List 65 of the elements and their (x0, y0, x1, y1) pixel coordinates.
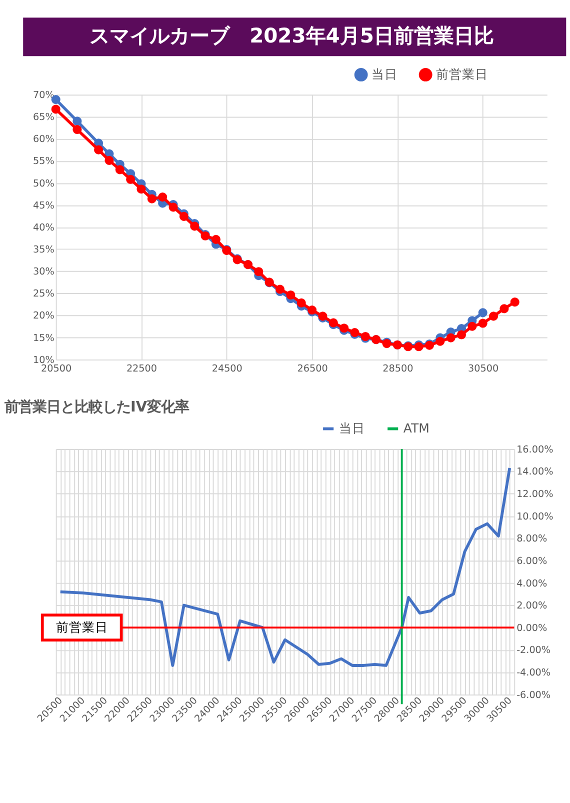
point (478, 318, 488, 328)
point (468, 322, 477, 331)
point (296, 298, 306, 308)
point (94, 145, 104, 154)
y-tick-label: 6.00% (516, 556, 548, 567)
y-tick-label: 0.00% (516, 622, 548, 634)
x-tick-label: 28500 (382, 363, 414, 374)
point (446, 333, 456, 342)
y-tick-label: 30% (33, 266, 54, 278)
point (254, 267, 264, 276)
y-tick-label: 50% (33, 178, 54, 190)
point (286, 290, 296, 300)
legend-label: 当日 (338, 420, 365, 436)
y-tick-label: 20% (33, 310, 54, 322)
legend-label: ATM (403, 420, 430, 436)
point (510, 298, 520, 307)
y-tick-label: 14.00% (516, 466, 554, 478)
x-tick-label: 30500 (468, 363, 499, 374)
ref-line-label: 前営業日 (56, 619, 108, 634)
legend-label: 当日 (372, 66, 398, 82)
point (158, 192, 168, 202)
y-tick-label: -6.00% (516, 690, 551, 701)
y-tick-label: 8.00% (516, 534, 548, 545)
x-tick-label: 22500 (126, 363, 158, 374)
point (115, 165, 124, 174)
y-tick-label: 40% (33, 222, 54, 234)
point (136, 184, 146, 194)
y-tick-label: 35% (33, 244, 54, 256)
point (456, 330, 466, 340)
y-tick-label: -2.00% (516, 645, 551, 656)
y-tick-label: 25% (33, 288, 54, 300)
point (275, 284, 285, 294)
y-tick-label: 16.00% (516, 444, 554, 456)
point (126, 174, 136, 184)
x-tick-label: 24500 (212, 363, 242, 374)
point (190, 222, 200, 231)
y-tick-label: 12.00% (516, 489, 554, 500)
point (478, 308, 488, 318)
point (72, 116, 82, 126)
y-tick-label: 10.00% (516, 511, 554, 522)
y-tick-label: 65% (33, 112, 54, 124)
y-tick-label: 10% (33, 354, 54, 366)
point (72, 125, 82, 134)
y-tick-label: 70% (33, 90, 54, 102)
point (436, 336, 445, 346)
point (500, 304, 509, 314)
y-tick-label: -4.00% (516, 668, 551, 679)
y-tick-label: 15% (33, 332, 54, 344)
x-tick-label: 20500 (41, 363, 72, 374)
point (104, 156, 114, 165)
legend-label: 前営業日 (436, 66, 488, 82)
x-tick-label: 26500 (297, 363, 328, 374)
y-tick-label: 45% (33, 200, 54, 212)
point (488, 312, 498, 321)
point (211, 234, 221, 244)
y-tick-label: 60% (33, 134, 54, 146)
y-tick-label: 55% (33, 156, 54, 168)
chart-title: スマイルカーブ 2023年4月5日前営業日比 (90, 24, 494, 48)
point (147, 194, 156, 204)
point (51, 104, 60, 114)
y-tick-label: 4.00% (516, 578, 548, 590)
point (179, 212, 188, 221)
chart-title: 前営業日と比較したIV変化率 (3, 398, 190, 416)
y-tick-label: 2.00% (516, 600, 548, 612)
point (168, 202, 178, 212)
